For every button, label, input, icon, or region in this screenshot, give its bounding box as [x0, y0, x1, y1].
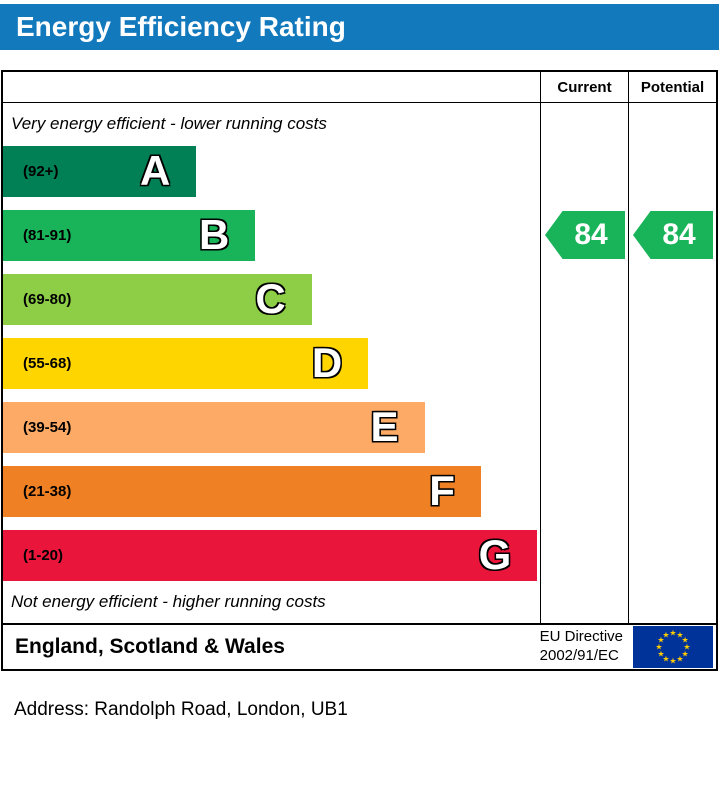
band-bar-e: (39-54) E — [3, 401, 425, 453]
eu-flag-icon: ★ ★ ★ ★ ★ ★ ★ ★ ★ ★ ★ ★ — [633, 626, 713, 668]
svg-text:★: ★ — [676, 655, 683, 664]
eu-directive-line2: 2002/91/EC — [539, 647, 619, 664]
band-range-label: (92+) — [23, 162, 59, 180]
band-range-label: (81-91) — [23, 226, 72, 244]
band-range-label: (39-54) — [23, 418, 72, 436]
band-letter: F — [429, 467, 455, 514]
svg-text:★: ★ — [683, 643, 690, 652]
band-bar-b: (81-91) B — [3, 209, 256, 261]
eu-directive-label: EU Directive 2002/91/EC — [540, 628, 623, 666]
svg-text:★: ★ — [669, 629, 676, 638]
svg-text:★: ★ — [682, 636, 689, 645]
eu-directive-line1: EU Directive — [539, 628, 623, 646]
band-range-label: (55-68) — [23, 354, 72, 372]
region-label: England, Scotland & Wales — [15, 635, 285, 658]
band-row-e: (39-54) E — [3, 395, 540, 459]
band-bar-c: (69-80) C — [3, 273, 312, 325]
current-column-header: Current — [540, 72, 628, 102]
band-row-g: (1-20) G — [3, 523, 540, 587]
page-title: Energy Efficiency Rating — [16, 11, 346, 42]
band-row-d: (55-68) D — [3, 331, 540, 395]
potential-rating-value: 84 — [662, 218, 696, 251]
svg-text:★: ★ — [676, 630, 683, 639]
band-range-label: (21-38) — [23, 482, 72, 500]
svg-text:★: ★ — [662, 655, 669, 664]
chart-header-spacer — [3, 72, 540, 102]
svg-text:★: ★ — [657, 636, 664, 645]
potential-rating-column: 84 — [628, 103, 716, 623]
current-rating-column: 84 — [540, 103, 628, 623]
chart-main-row: Very energy efficient - lower running co… — [3, 103, 716, 623]
svg-text:★: ★ — [655, 643, 662, 652]
bands-area: Very energy efficient - lower running co… — [3, 103, 540, 623]
band-bar-f: (21-38) F — [3, 465, 481, 517]
bottom-caption: Not energy efficient - higher running co… — [11, 592, 326, 611]
band-bar-a: (92+) A — [3, 145, 197, 197]
band-row-c: (69-80) C — [3, 267, 540, 331]
current-rating-value: 84 — [574, 218, 608, 251]
band-letter: E — [370, 403, 399, 450]
chart-footer: England, Scotland & Wales EU Directive 2… — [3, 623, 716, 669]
band-row-a: (92+) A — [3, 139, 540, 203]
svg-text:★: ★ — [669, 657, 676, 666]
address-text: Address: Randolph Road, London, UB1 — [14, 699, 348, 720]
svg-text:★: ★ — [657, 650, 664, 659]
chart-header-row: Current Potential — [3, 72, 716, 103]
top-caption: Very energy efficient - lower running co… — [11, 114, 327, 133]
svg-text:★: ★ — [682, 650, 689, 659]
current-rating-arrow: 84 — [545, 211, 625, 259]
band-bar-d: (55-68) D — [3, 337, 369, 389]
band-bar-g: (1-20) G — [3, 529, 538, 581]
band-letter: G — [478, 531, 512, 578]
band-range-label: (1-20) — [23, 546, 64, 564]
band-row-b: (81-91) B — [3, 203, 540, 267]
band-range-label: (69-80) — [23, 290, 72, 308]
potential-rating-arrow: 84 — [633, 211, 713, 259]
band-letter: B — [199, 211, 230, 258]
band-letter: D — [311, 339, 343, 386]
band-letter: C — [255, 275, 286, 322]
svg-text:★: ★ — [662, 630, 669, 639]
title-bar: Energy Efficiency Rating — [0, 4, 719, 50]
potential-column-header: Potential — [628, 72, 716, 102]
address-line: Address: Randolph Road, London, UB1 — [14, 699, 719, 721]
energy-efficiency-chart: Current Potential Very energy efficient … — [1, 70, 718, 671]
band-letter: A — [139, 147, 171, 194]
band-row-f: (21-38) F — [3, 459, 540, 523]
